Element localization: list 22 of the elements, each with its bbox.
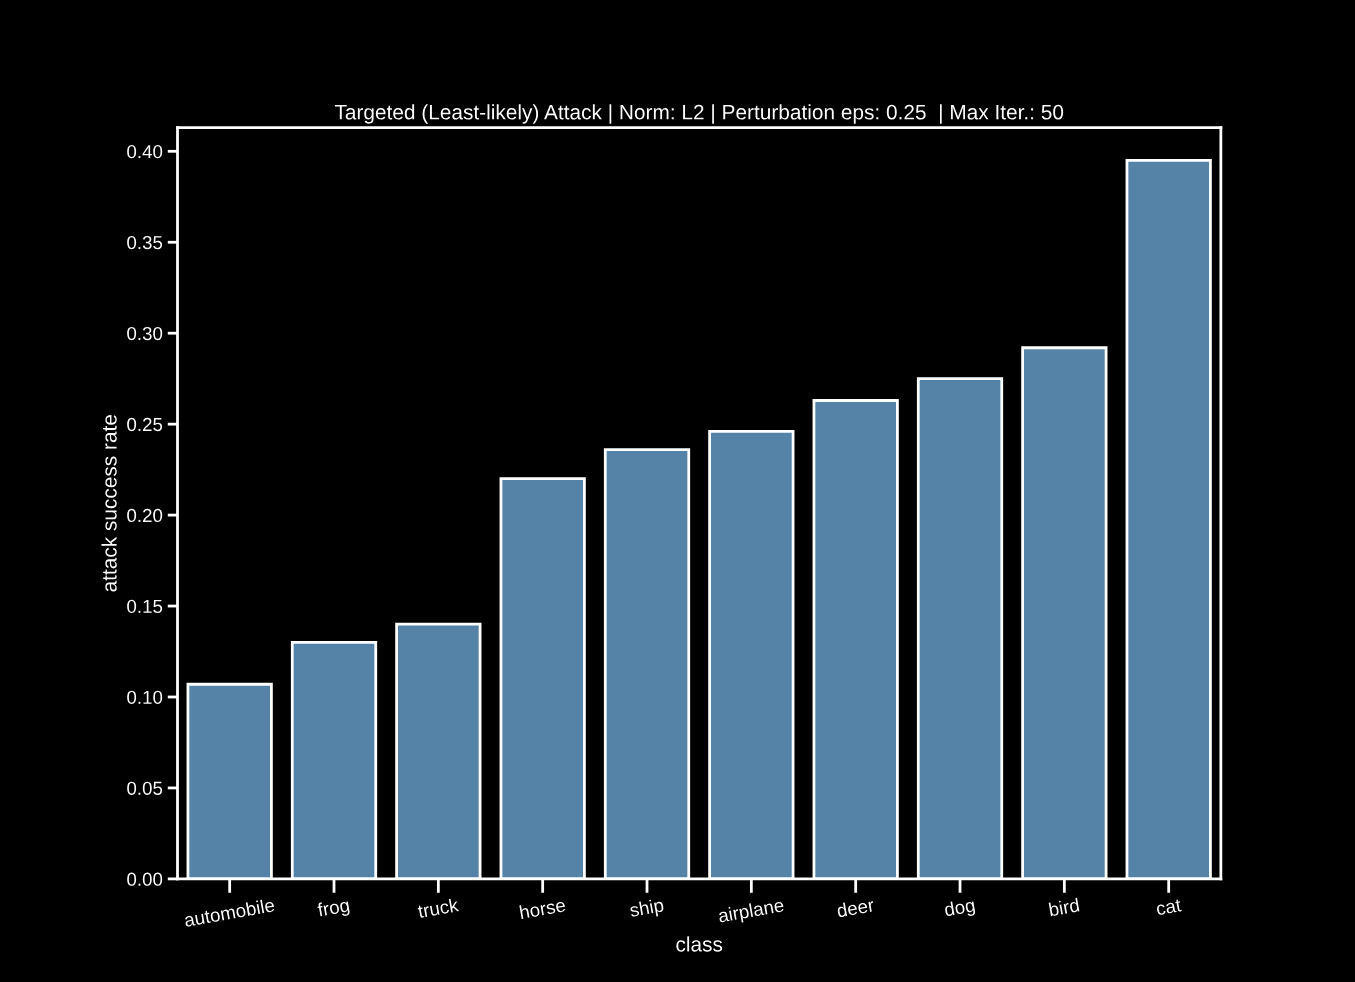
y-tick-label: 0.05 (127, 781, 163, 795)
x-tick-label: ship (629, 897, 665, 921)
x-tick-label: frog (316, 897, 351, 921)
x-tick-label: automobile (183, 897, 275, 927)
x-tick-label: dog (943, 897, 976, 921)
chart-title: Targeted (Least-likely) Attack | Norm: L2 | Perturbation eps: 0.25 | Max Iter.: 50 (334, 104, 1064, 124)
y-tick-label: 0.35 (127, 235, 163, 250)
y-tick-label: 0.25 (127, 417, 163, 432)
y-tick-label: 0.40 (127, 145, 163, 159)
x-tick-label: bird (1048, 897, 1080, 917)
x-tick-label: cat (1155, 899, 1182, 916)
x-tick-label: airplane (717, 897, 785, 927)
y-tick-label: 0.30 (127, 326, 163, 341)
x-axis-title: class (676, 936, 723, 952)
y-tick-label: 0.15 (127, 599, 163, 614)
y-tick-label: 0.00 (127, 872, 163, 886)
y-tick-label: 0.20 (127, 508, 163, 523)
y-tick-label: 0.10 (127, 690, 163, 704)
y-axis-title: attack success rate (101, 415, 117, 592)
x-tick-label: deer (836, 897, 875, 918)
x-tick-label: truck (417, 897, 460, 919)
x-tick-label: horse (519, 897, 566, 920)
